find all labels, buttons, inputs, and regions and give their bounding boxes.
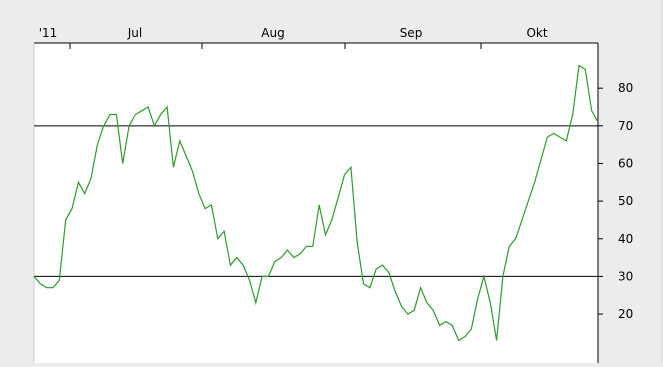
reference-lines: [34, 125, 598, 277]
plot-area: [34, 43, 598, 363]
y-tick-label: 70: [618, 119, 633, 133]
x-tick-label: Okt: [526, 26, 547, 40]
x-tick-label: Sep: [400, 26, 423, 40]
y-tick-label: 30: [618, 269, 633, 283]
series-line-0: [33, 64, 599, 342]
y-tick-label: 40: [618, 232, 633, 246]
series-group: [33, 64, 599, 342]
x-tick-label: Aug: [261, 26, 284, 40]
y-tick-label: 50: [618, 194, 633, 208]
y-tick-labels: 20 30 40 50 60 70 80: [618, 81, 633, 321]
x-tick-marks: [69, 43, 482, 49]
y-tick-label: 80: [618, 81, 633, 95]
x-tick-label: '11: [39, 26, 58, 40]
x-tick-labels: '11 Jul Aug Sep Okt: [39, 26, 548, 40]
y-tick-label: 20: [618, 307, 633, 321]
y-tick-label: 60: [618, 156, 633, 170]
y-tick-marks: [598, 87, 603, 315]
x-tick-label: Jul: [127, 26, 142, 40]
